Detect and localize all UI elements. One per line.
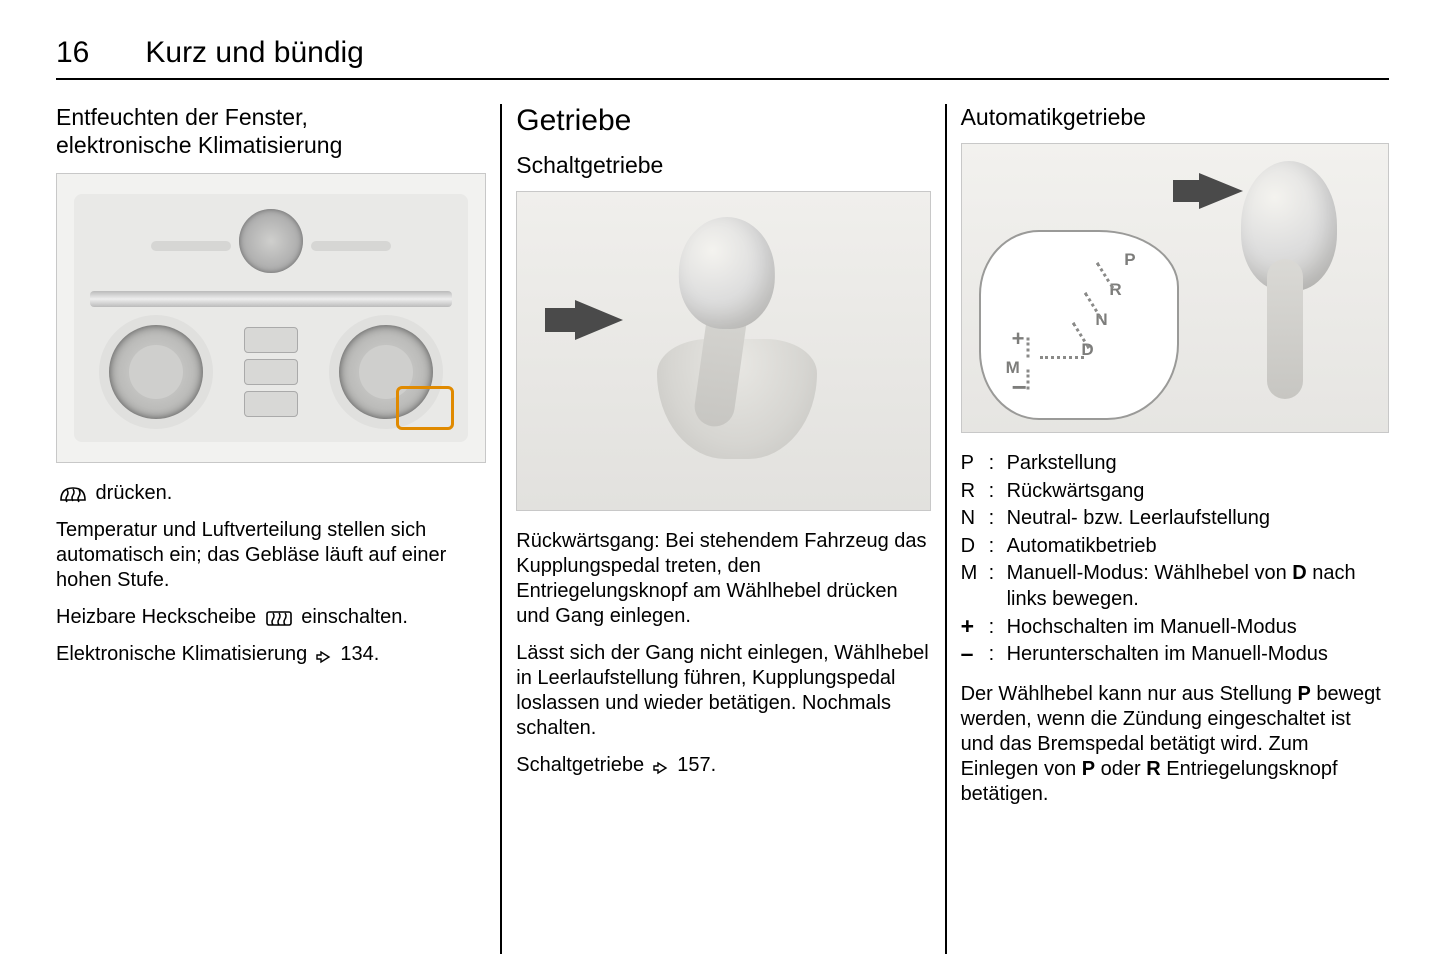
- column-right: Automatikgetriebe PRN DM +−: [945, 104, 1389, 954]
- mid-p3-text: Schaltgetriebe: [516, 754, 649, 776]
- gear-def-key: N: [961, 506, 989, 532]
- column-middle: Getriebe Schaltgetriebe Rückwärtsgang: B…: [500, 104, 944, 954]
- gear-def-colon: :: [989, 642, 1007, 668]
- columns: Entfeuchten der Fenster, elektronische K…: [56, 104, 1389, 954]
- front-defrost-icon: [59, 484, 87, 504]
- mid-title: Getriebe: [516, 104, 930, 138]
- shift-arrow-icon: [1199, 173, 1243, 209]
- manual-page: 16 Kurz und bündig Entfeuchten der Fenst…: [0, 0, 1445, 965]
- gear-def-key: –: [961, 642, 989, 668]
- foot-b3: R: [1146, 758, 1160, 780]
- page-number: 16: [56, 36, 89, 70]
- gear-def-colon: :: [989, 615, 1007, 641]
- left-p3-pre: Heizbare Heckscheibe: [56, 606, 262, 628]
- rear-defrost-icon: [265, 608, 293, 628]
- mid-p3: Schaltgetriebe 157.: [516, 753, 930, 778]
- left-heading: Entfeuchten der Fenster, elektronische K…: [56, 104, 486, 159]
- foot-or: oder: [1095, 758, 1146, 780]
- gear-def-colon: :: [989, 561, 1007, 612]
- mid-subheading: Schaltgetriebe: [516, 152, 930, 179]
- left-p1-text: drücken.: [90, 482, 172, 504]
- climate-panel-illustration: [56, 173, 486, 463]
- page-ref-icon: [652, 758, 668, 774]
- page-header: 16 Kurz und bündig: [56, 36, 1389, 80]
- gear-def-key: M: [961, 561, 989, 612]
- left-p4: Elektronische Klimatisierung 134.: [56, 642, 486, 667]
- shift-arrow-icon: [575, 300, 623, 340]
- gear-def-value: Hochschalten im Manuell-Modus: [1007, 615, 1389, 641]
- mid-p2: Lässt sich der Gang nicht einlegen, Wähl…: [516, 641, 930, 741]
- gear-def-row: +:Hochschalten im Manuell-Modus: [961, 615, 1389, 641]
- gear-def-colon: :: [989, 451, 1007, 477]
- gear-def-value: Herunterschalten im Manuell-Modus: [1007, 642, 1389, 668]
- gear-def-row: M:Manuell-Modus: Wählhebel von D nach li…: [961, 561, 1389, 612]
- left-p1: drücken.: [56, 481, 486, 506]
- chapter-title: Kurz und bündig: [145, 36, 364, 70]
- gear-def-row: R:Rückwärtsgang: [961, 479, 1389, 505]
- gear-def-key: +: [961, 615, 989, 641]
- gear-def-row: –:Herunterschalten im Manuell-Modus: [961, 642, 1389, 668]
- left-p4-ref: 134.: [335, 643, 379, 665]
- mid-p1: Rückwärtsgang: Bei stehendem Fahrzeug da…: [516, 529, 930, 629]
- gear-def-key: P: [961, 451, 989, 477]
- gear-def-key: R: [961, 479, 989, 505]
- gear-def-value: Neutral- bzw. Leerlaufstellung: [1007, 506, 1389, 532]
- automatic-gear-illustration: PRN DM +−: [961, 143, 1389, 433]
- left-p3-post: einschal­ten.: [296, 606, 408, 628]
- manual-gear-illustration: [516, 191, 930, 511]
- left-p2: Temperatur und Luftverteilung stellen si…: [56, 518, 486, 593]
- gear-def-row: P:Parkstellung: [961, 451, 1389, 477]
- mid-p3-ref: 157.: [672, 754, 716, 776]
- gear-definition-list: P:ParkstellungR:RückwärtsgangN:Neutral- …: [961, 451, 1389, 668]
- gear-def-value: Rückwärtsgang: [1007, 479, 1389, 505]
- gear-def-colon: :: [989, 506, 1007, 532]
- defrost-button-highlight: [396, 386, 454, 430]
- gear-def-value: Manuell-Modus: Wählhebel von D nach link…: [1007, 561, 1389, 612]
- gear-def-colon: :: [989, 534, 1007, 560]
- right-footnote: Der Wählhebel kann nur aus Stellung P be…: [961, 682, 1389, 807]
- left-p4-text: Elektronische Klimatisierung: [56, 643, 313, 665]
- gear-def-colon: :: [989, 479, 1007, 505]
- gear-def-value: Parkstellung: [1007, 451, 1389, 477]
- left-heading-line1: Entfeuchten der Fenster,: [56, 104, 308, 130]
- right-subheading: Automatikgetriebe: [961, 104, 1389, 131]
- foot-pre1: Der Wählhebel kann nur aus Stellung: [961, 683, 1298, 705]
- gear-def-key: D: [961, 534, 989, 560]
- page-ref-icon: [315, 647, 331, 663]
- gear-def-row: D:Automatikbetrieb: [961, 534, 1389, 560]
- foot-b2: P: [1082, 758, 1095, 780]
- gear-def-value: Automatikbetrieb: [1007, 534, 1389, 560]
- gear-def-row: N:Neutral- bzw. Leerlaufstellung: [961, 506, 1389, 532]
- column-left: Entfeuchten der Fenster, elektronische K…: [56, 104, 500, 954]
- shift-pattern-callout: PRN DM +−: [979, 230, 1179, 420]
- left-heading-line2: elektronische Klimatisierung: [56, 132, 342, 158]
- left-p3: Heizbare Heckscheibe einschal­ten.: [56, 605, 486, 630]
- foot-b1: P: [1297, 683, 1310, 705]
